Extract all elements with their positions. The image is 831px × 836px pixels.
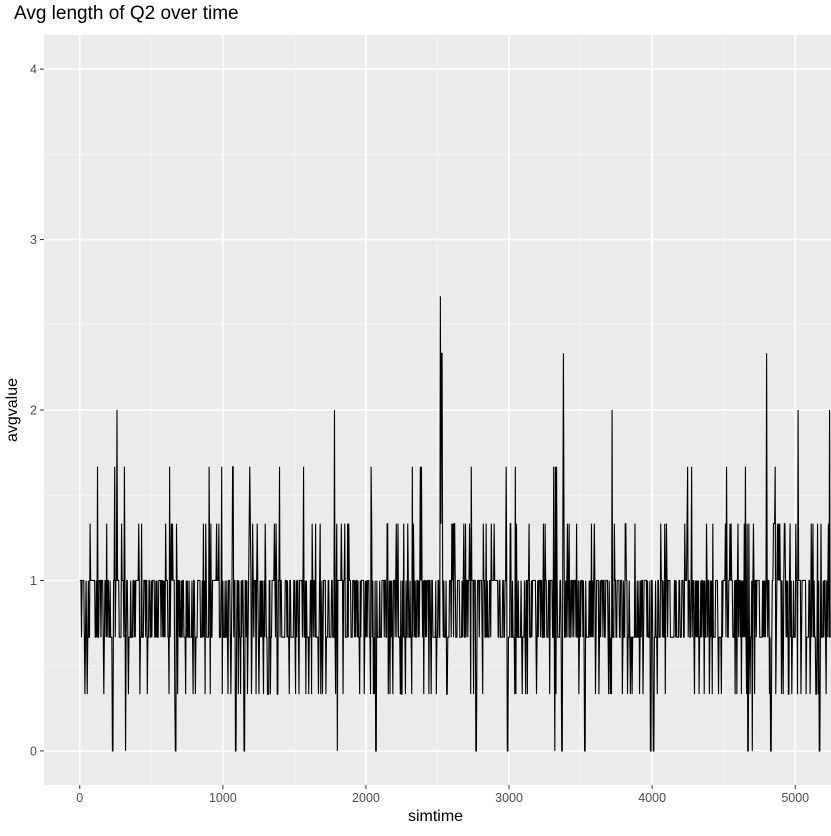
x-tick-label: 3000 xyxy=(495,791,523,805)
y-axis: 0 1 2 3 4 xyxy=(30,63,44,758)
x-tick-label: 2000 xyxy=(352,791,380,805)
x-tick-label: 0 xyxy=(76,791,83,805)
x-axis-label: simtime xyxy=(407,808,464,825)
x-tick-label: 1000 xyxy=(209,791,237,805)
y-tick-label: 1 xyxy=(30,574,37,588)
x-tick-label: 5000 xyxy=(781,791,809,805)
x-tick-label: 4000 xyxy=(638,791,666,805)
series-line xyxy=(79,296,831,752)
chart-title: Avg length of Q2 over time xyxy=(14,3,239,24)
y-tick-label: 2 xyxy=(30,404,37,418)
y-tick-label: 0 xyxy=(30,744,37,758)
y-tick-label: 4 xyxy=(30,63,37,77)
series-layer xyxy=(79,296,831,752)
grid-major xyxy=(44,35,831,785)
x-axis: 0 1000 2000 3000 4000 5000 xyxy=(76,785,809,805)
y-axis-label: avgvalue xyxy=(4,377,21,443)
y-tick-label: 3 xyxy=(30,233,37,247)
